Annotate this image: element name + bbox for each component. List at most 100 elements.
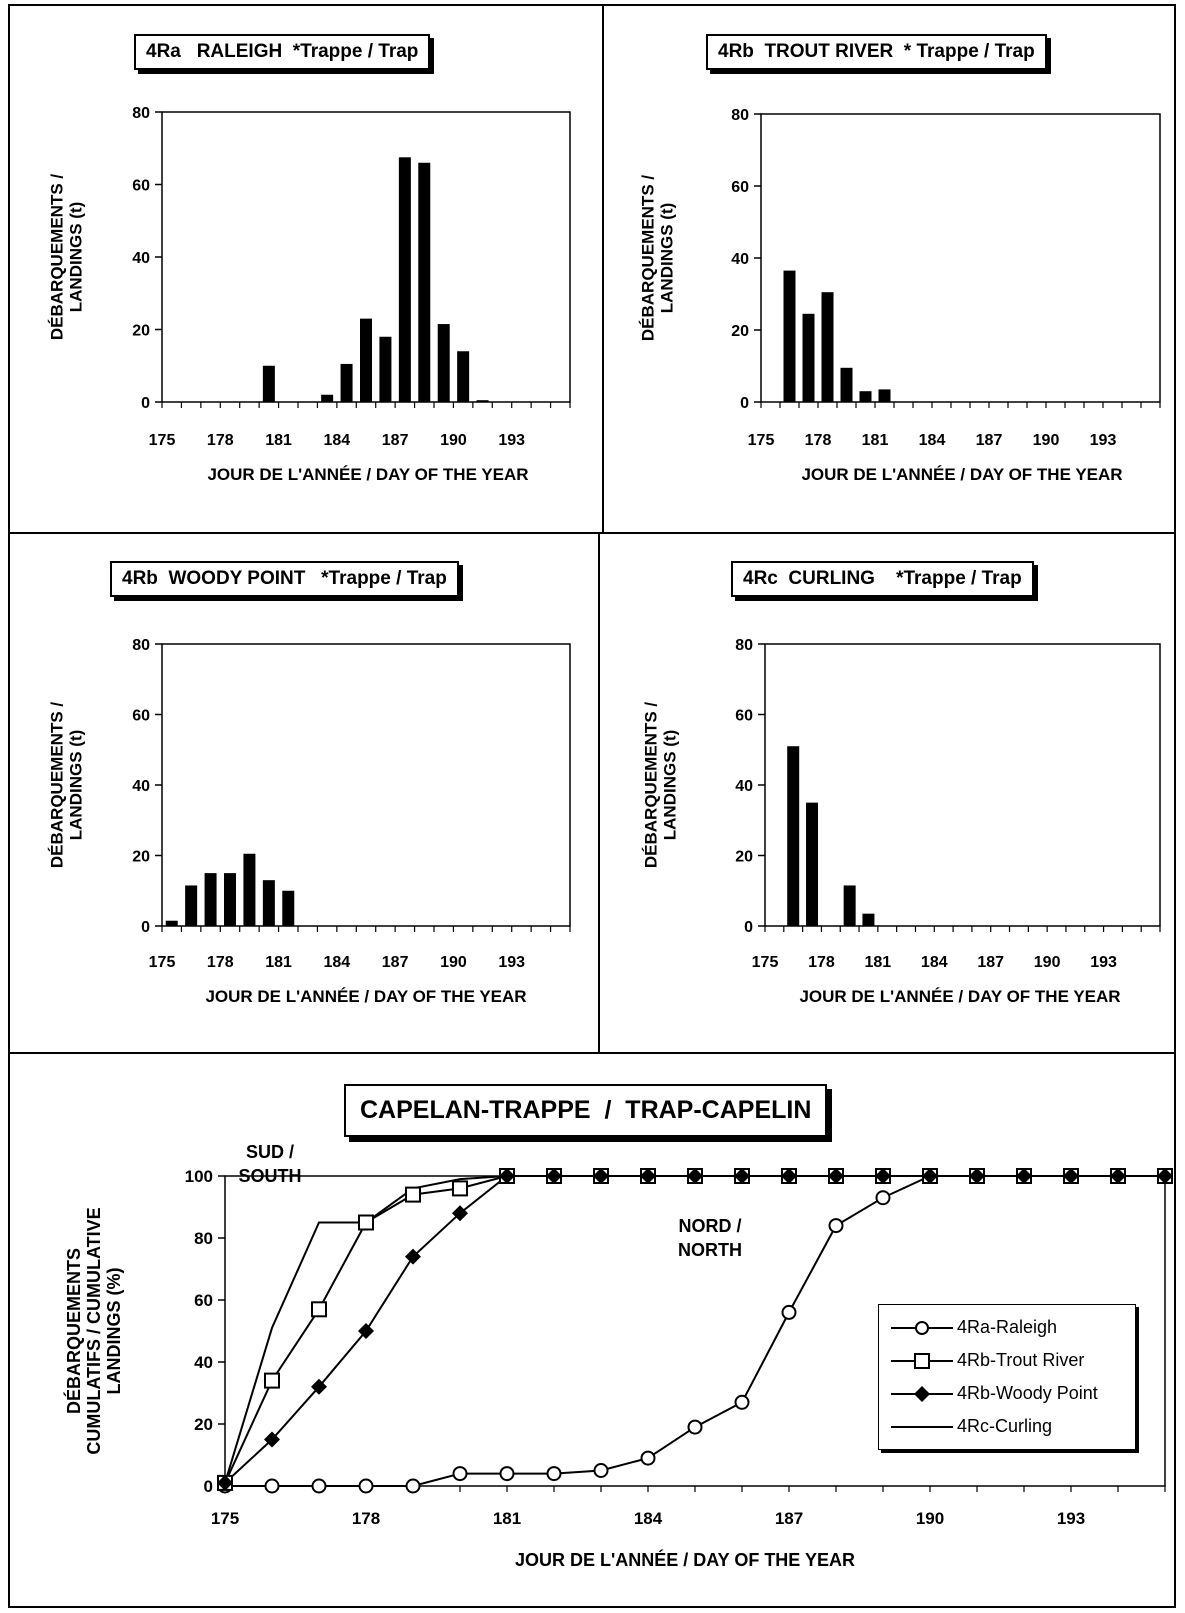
bar <box>437 324 450 402</box>
chart-title: 4Ra RALEIGH *Trappe / Trap <box>134 34 431 70</box>
bar <box>787 746 800 926</box>
bar-chart-woody-point: 0 20 40 60 80 175 178 181 184 187 190 193 JOUR DE L'… <box>48 637 571 1006</box>
bar <box>360 318 372 402</box>
data-point <box>452 1205 468 1222</box>
data-point <box>922 1168 938 1184</box>
y-tick-label: 20 <box>735 848 753 865</box>
data-point <box>405 1248 421 1265</box>
divider-vertical-mid <box>598 532 600 1054</box>
chart-title: 4Rb WOODY POINT *Trappe / Trap <box>110 561 459 597</box>
bar-chart-curling: 0 20 40 60 80 175 178 181 184 187 190 193 JOUR DE L'… <box>642 637 1161 1006</box>
bar <box>878 389 891 402</box>
x-axis-title: JOUR DE L'ANNÉE / DAY OF THE YEAR <box>515 1549 855 1570</box>
x-tick-label: 187 <box>976 432 1003 449</box>
data-point <box>640 1450 656 1466</box>
data-point <box>264 1372 280 1389</box>
y-tick-label: 60 <box>194 1291 213 1310</box>
chart-title: 4Rc CURLING *Trappe / Trap <box>731 561 1034 597</box>
x-tick-label: 175 <box>211 1509 239 1528</box>
bar <box>802 313 815 402</box>
diamond-marker-icon <box>891 1385 953 1402</box>
data-point <box>217 1474 233 1491</box>
bar <box>783 270 796 402</box>
data-point <box>781 1168 797 1184</box>
x-axis-title: JOUR DE L'ANNÉE / DAY OF THE YEAR <box>205 987 526 1006</box>
y-axis-title-line: DÉBARQUEMENTS / <box>48 702 67 869</box>
data-point <box>875 1168 891 1184</box>
x-tick-label: 193 <box>1057 1509 1085 1528</box>
x-tick-label: 184 <box>634 1509 663 1528</box>
legend-item: 4Ra-Raleigh <box>887 1311 1127 1344</box>
x-tick-label: 187 <box>977 954 1004 971</box>
x-tick-label: 181 <box>493 1509 521 1528</box>
chart-title: CAPELAN-TRAPPE / TRAP-CAPELIN <box>344 1084 828 1137</box>
y-tick-label: 100 <box>185 1167 213 1186</box>
data-point <box>311 1378 327 1395</box>
bar <box>165 920 178 926</box>
y-tick-label: 40 <box>735 778 753 795</box>
y-axis-title: DÉBARQUEMENTS /LANDINGS (t) <box>48 174 86 341</box>
data-point <box>593 1463 609 1478</box>
legend-item: 4Rb-Trout River <box>887 1344 1127 1377</box>
x-tick-label: 190 <box>1033 432 1060 449</box>
y-tick-label: 80 <box>132 637 150 654</box>
data-point <box>499 1466 515 1482</box>
frame-top <box>8 4 1176 6</box>
x-tick-label: 175 <box>149 432 176 449</box>
frame-bottom <box>8 1606 1176 1608</box>
bar <box>262 365 275 402</box>
data-point <box>1063 1168 1079 1184</box>
y-tick-label: 0 <box>740 395 749 412</box>
data-point <box>264 1478 280 1494</box>
bar <box>224 873 236 926</box>
y-tick-label: 20 <box>194 1415 213 1434</box>
x-tick-label: 187 <box>382 432 409 449</box>
data-point <box>593 1168 609 1184</box>
x-tick-label: 190 <box>440 432 467 449</box>
x-axis-title: JOUR DE L'ANNÉE / DAY OF THE YEAR <box>801 465 1122 484</box>
bar <box>821 292 834 402</box>
data-point <box>358 1214 374 1231</box>
data-point <box>734 1168 750 1184</box>
bar <box>340 363 353 402</box>
y-axis-title-line: LANDINGS (%) <box>104 1268 124 1395</box>
y-tick-label: 80 <box>132 105 150 122</box>
x-tick-label: 187 <box>775 1509 803 1528</box>
annotation-north: NORD / NORTH <box>678 1216 742 1260</box>
data-point <box>781 1304 797 1320</box>
data-point <box>264 1431 280 1448</box>
bar <box>398 157 411 402</box>
divider-horizontal-mid <box>8 1052 1176 1054</box>
y-axis-title: DÉBARQUEMENTS /LANDINGS (t) <box>48 702 86 869</box>
y-tick-label: 0 <box>744 919 753 936</box>
x-tick-label: 193 <box>498 432 525 449</box>
data-point <box>546 1466 562 1482</box>
bar-chart-raleigh: 0 20 40 60 80 175 178 181 184 187 190 193 JOUR DE L'… <box>48 105 571 484</box>
y-axis-title-line: DÉBARQUEMENTS <box>63 1248 84 1414</box>
divider-vertical-top <box>602 4 604 534</box>
y-tick-label: 40 <box>194 1353 213 1372</box>
bar <box>862 913 875 926</box>
bar <box>379 336 392 402</box>
frame-right <box>1174 4 1176 1608</box>
y-axis-title-line: CUMULATIFS / CUMULATIVE <box>84 1207 104 1454</box>
x-tick-label: 184 <box>921 954 948 971</box>
x-axis-title: JOUR DE L'ANNÉE / DAY OF THE YEAR <box>799 987 1120 1006</box>
y-tick-label: 20 <box>132 848 150 865</box>
x-tick-label: 178 <box>207 432 234 449</box>
data-point <box>687 1168 703 1184</box>
legend-label: 4Rc-Curling <box>957 1416 1053 1436</box>
square-marker-icon <box>891 1352 953 1369</box>
y-tick-label: 20 <box>731 323 749 340</box>
y-tick-label: 0 <box>141 919 150 936</box>
bar <box>457 351 470 402</box>
y-tick-label: 60 <box>731 179 749 196</box>
y-axis-title-line: DÉBARQUEMENTS / <box>642 702 661 869</box>
bar <box>418 162 431 402</box>
data-point <box>1157 1168 1173 1184</box>
y-tick-label: 40 <box>132 250 150 267</box>
x-tick-label: 187 <box>382 954 409 971</box>
y-axis-title-line: LANDINGS (t) <box>67 730 86 840</box>
data-point <box>311 1478 327 1494</box>
bar <box>243 853 256 926</box>
